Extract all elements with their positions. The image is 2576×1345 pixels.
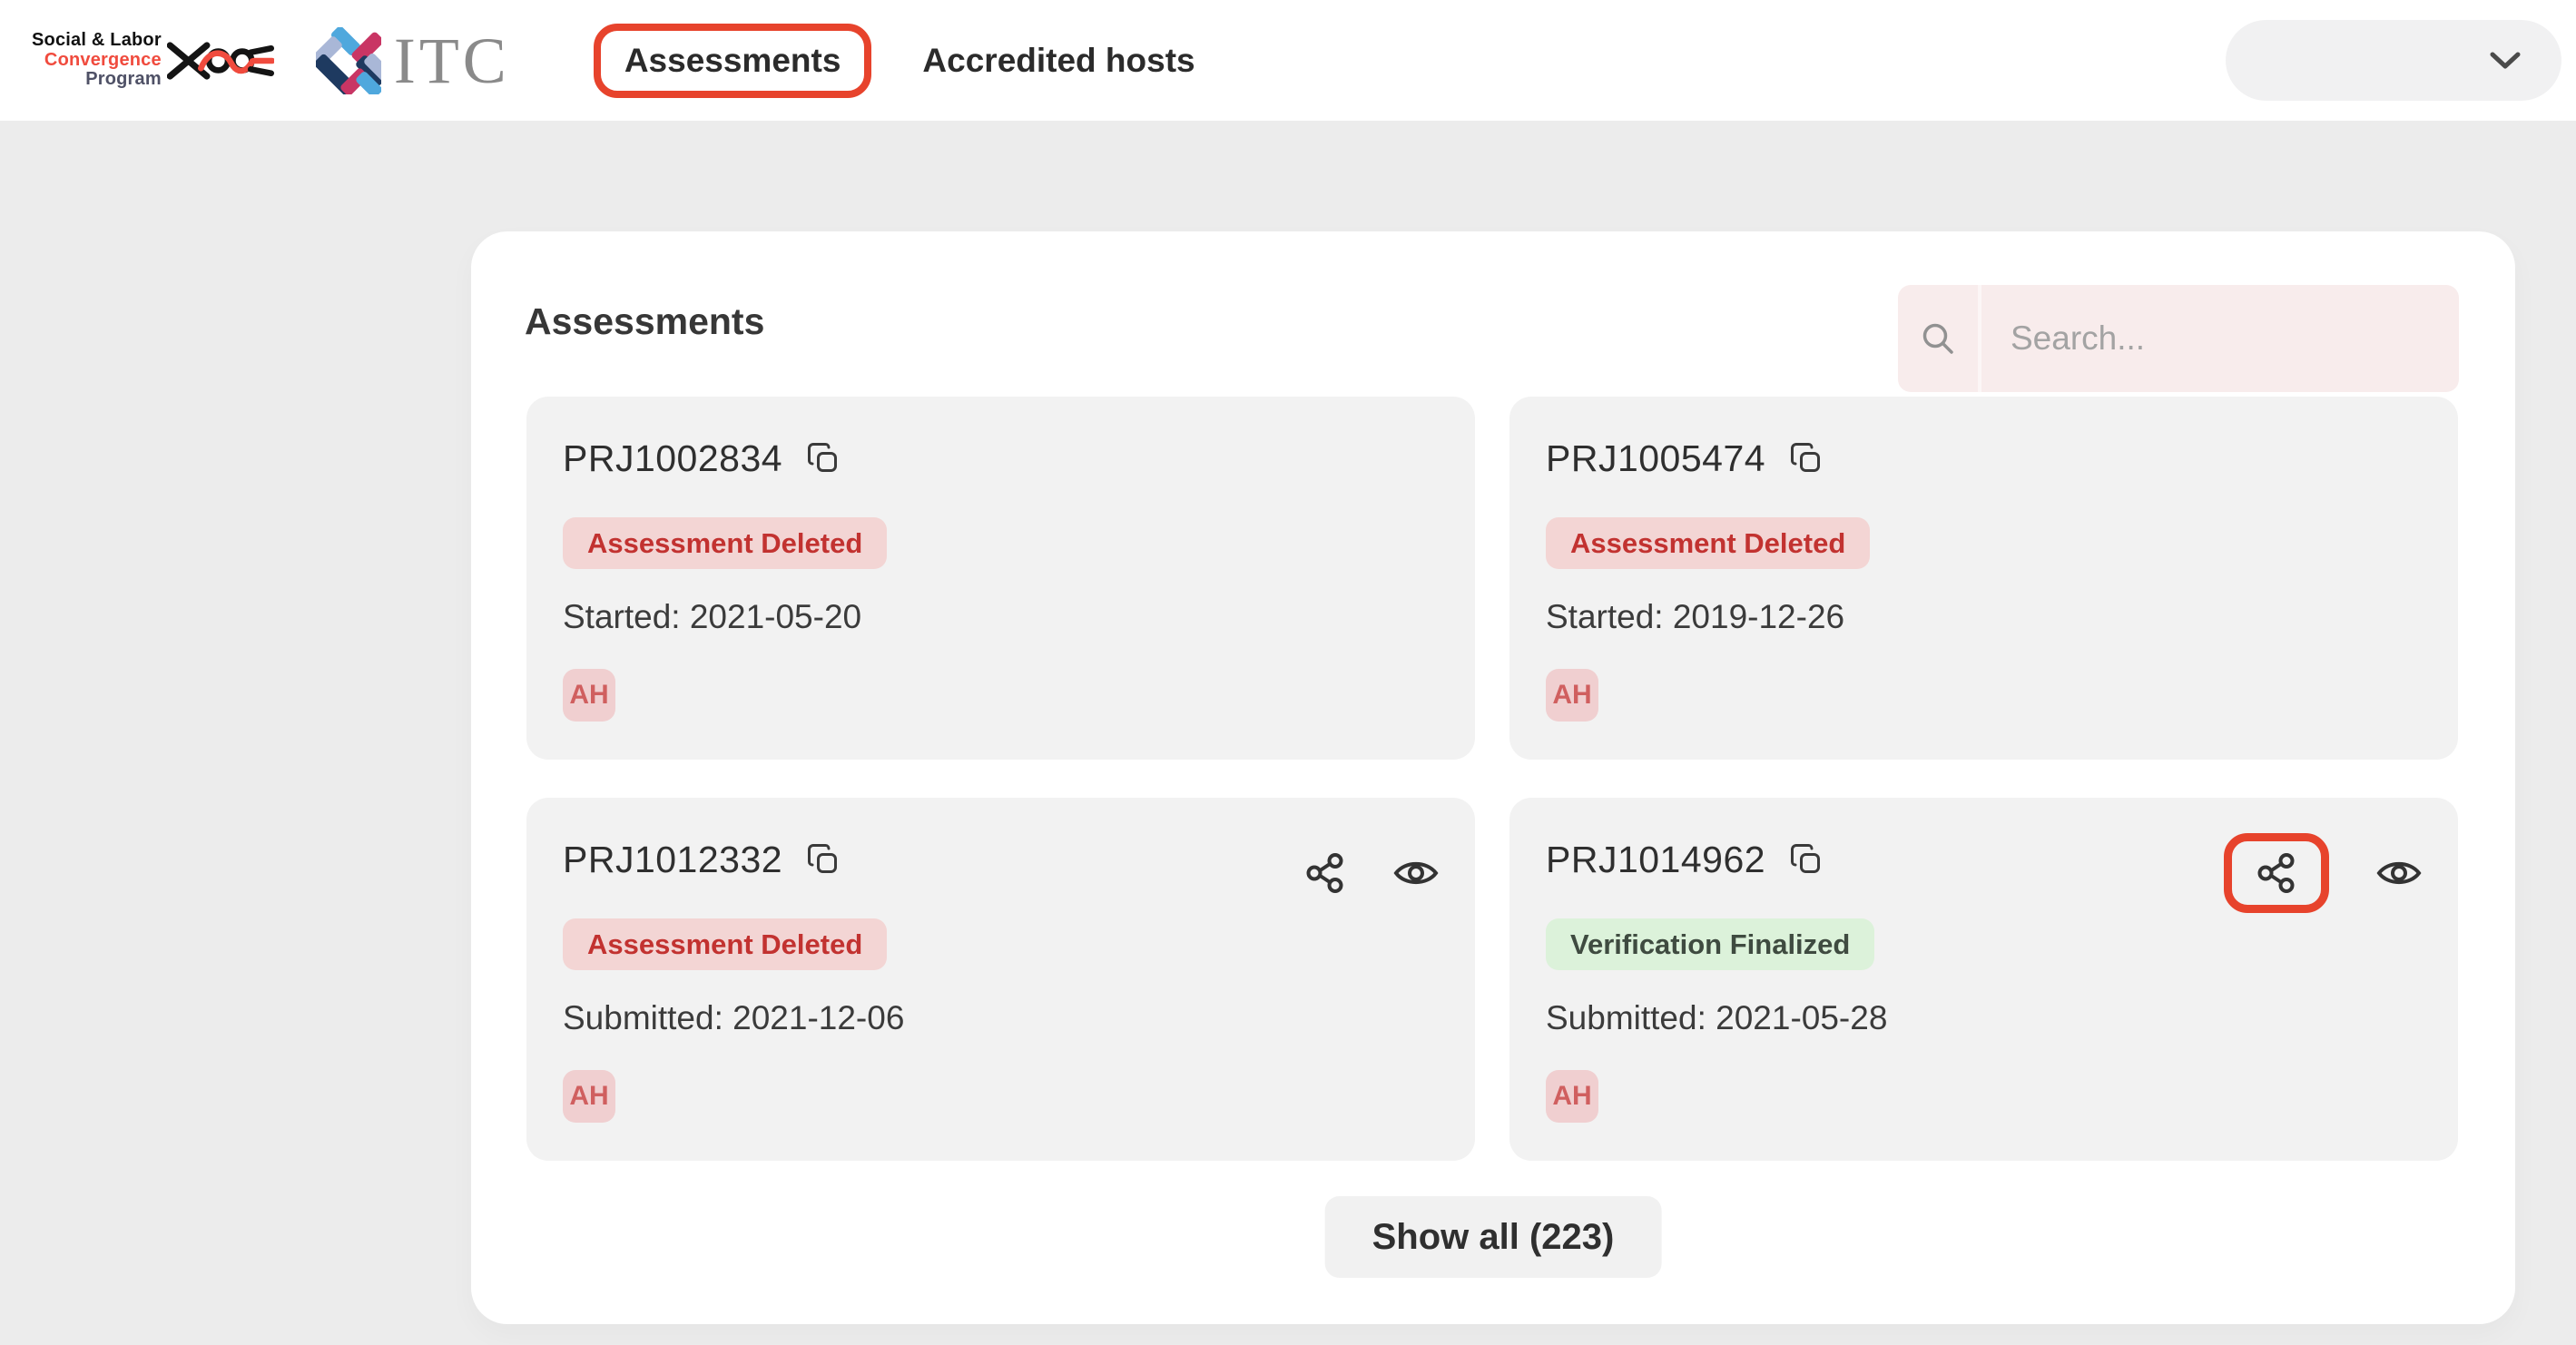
search-input[interactable] <box>1978 285 2470 392</box>
annotation-highlight <box>2224 833 2329 913</box>
assessment-card: PRJ1005474 Assessment Deleted Started: 2… <box>1509 397 2458 760</box>
slcp-knot-icon <box>166 41 274 80</box>
search-icon <box>1898 319 1978 358</box>
owner-avatar: AH <box>563 1070 615 1123</box>
slcp-logo: Social & Labor Convergence Program <box>32 28 274 93</box>
assessment-date: Submitted: 2021-12-06 <box>563 999 905 1036</box>
copy-icon[interactable] <box>806 842 841 877</box>
itc-logo-text: ITC <box>393 24 510 97</box>
assessment-card: PRJ1014962 <box>1509 798 2458 1161</box>
eye-icon[interactable] <box>1393 857 1439 889</box>
show-all-button[interactable]: Show all (223) <box>1324 1196 1662 1278</box>
assessment-card: PRJ1002834 Assessment Deleted Started: 2… <box>526 397 1475 760</box>
share-icon[interactable] <box>2256 852 2297 894</box>
assessment-id: PRJ1014962 <box>1546 838 1766 880</box>
main-nav: Assessments Accredited hosts <box>593 23 1195 98</box>
nav-item-assessments[interactable]: Assessments <box>593 23 872 98</box>
nav-item-accredited-hosts[interactable]: Accredited hosts <box>922 41 1195 79</box>
eye-icon[interactable] <box>2376 857 2422 889</box>
status-badge: Assessment Deleted <box>563 918 888 970</box>
assessment-card-grid: PRJ1002834 Assessment Deleted Started: 2… <box>526 397 2458 1161</box>
owner-avatar: AH <box>563 669 615 722</box>
assessment-id: PRJ1002834 <box>563 437 783 479</box>
assessment-date: Started: 2019-12-26 <box>1546 598 1845 635</box>
slcp-logo-line3: Program <box>85 69 162 90</box>
owner-avatar: AH <box>1546 1070 1598 1123</box>
assessment-date: Submitted: 2021-05-28 <box>1546 999 1888 1036</box>
owner-avatar: AH <box>1546 669 1598 722</box>
status-badge: Assessment Deleted <box>563 517 888 569</box>
copy-icon[interactable] <box>1789 441 1824 476</box>
status-badge: Assessment Deleted <box>1546 517 1871 569</box>
chevron-down-icon <box>2490 52 2521 68</box>
assessment-id: PRJ1012332 <box>563 838 783 880</box>
assessment-date: Started: 2021-05-20 <box>563 598 862 635</box>
slcp-logo-text: Social & Labor Convergence Program <box>32 31 162 90</box>
slcp-logo-line2: Convergence <box>44 49 162 70</box>
status-badge: Verification Finalized <box>1546 918 1875 970</box>
share-icon[interactable] <box>1304 852 1346 894</box>
assessment-id: PRJ1005474 <box>1546 437 1766 479</box>
itc-mark-icon <box>315 26 381 94</box>
account-menu-button[interactable] <box>2226 20 2561 101</box>
copy-icon[interactable] <box>806 441 841 476</box>
assessments-panel: Assessments PRJ1002834 Assessment Del <box>471 231 2515 1324</box>
copy-icon[interactable] <box>1789 842 1824 877</box>
page-title: Assessments <box>525 300 765 342</box>
assessment-card: PRJ1012332 <box>526 798 1475 1161</box>
search-box <box>1898 285 2470 392</box>
top-navigation-bar: Social & Labor Convergence Program ITC <box>0 0 2576 121</box>
slcp-logo-line1: Social & Labor <box>32 30 162 51</box>
itc-logo: ITC <box>315 24 510 97</box>
